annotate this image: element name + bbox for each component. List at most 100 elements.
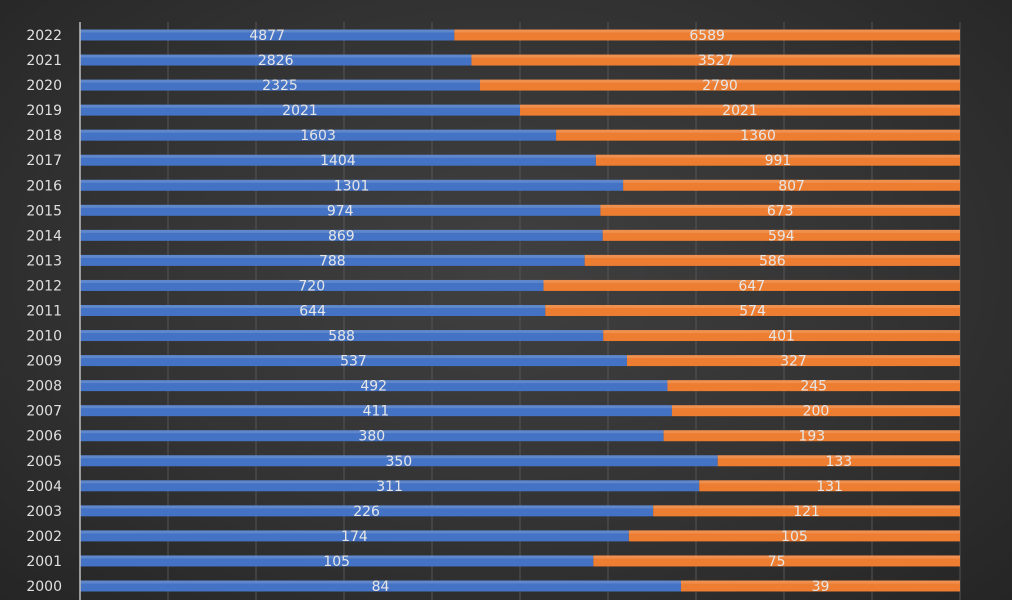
data-label: 133 <box>825 454 852 470</box>
bar-highlight <box>80 405 672 409</box>
bar-segment-series-1 <box>454 29 960 41</box>
bar-highlight <box>584 254 960 258</box>
bar-highlight <box>80 305 546 308</box>
bar-highlight <box>717 455 960 459</box>
bar-highlight <box>667 380 960 384</box>
data-label: 327 <box>780 354 807 370</box>
bar-highlight <box>80 229 603 233</box>
bar-segment-series-0 <box>80 79 480 91</box>
bar-highlight <box>543 279 960 283</box>
y-tick-label: 2017 <box>26 153 62 169</box>
bar-highlight <box>80 455 718 459</box>
y-tick-label: 2013 <box>26 253 62 269</box>
bar-segment-series-1 <box>556 129 960 141</box>
bar-highlight <box>595 154 960 158</box>
bar-highlight <box>545 305 960 308</box>
y-tick-label: 2011 <box>26 304 62 320</box>
bar-highlight <box>80 154 596 158</box>
y-tick-label: 2022 <box>26 28 62 44</box>
bar-segment-series-0 <box>80 380 668 392</box>
data-label: 200 <box>803 404 830 420</box>
bar-segment-series-1 <box>520 104 960 116</box>
data-label: 105 <box>323 554 350 570</box>
bar-highlight <box>480 79 960 83</box>
bar-segment-series-1 <box>584 254 960 266</box>
bar-segment-series-1 <box>628 530 960 542</box>
bar-highlight <box>603 330 960 334</box>
bar-highlight <box>600 204 960 208</box>
bar-segment-series-0 <box>80 580 681 592</box>
bar-highlight <box>80 104 520 108</box>
bar-segment-series-1 <box>663 430 960 442</box>
y-tick-label: 2019 <box>26 103 62 119</box>
y-tick-label: 2021 <box>26 53 62 69</box>
data-label: 350 <box>385 454 412 470</box>
bar-segment-series-0 <box>80 154 596 166</box>
y-tick-label: 2010 <box>26 329 62 345</box>
data-label: 3527 <box>698 53 734 69</box>
data-label: 586 <box>759 253 786 269</box>
data-label: 6589 <box>689 28 725 44</box>
bar-segment-series-0 <box>80 455 718 467</box>
data-label: 673 <box>767 203 794 219</box>
bar-segment-series-1 <box>717 455 960 467</box>
data-label: 1360 <box>740 128 776 144</box>
y-tick-label: 2000 <box>26 579 62 595</box>
bar-segment-series-0 <box>80 480 700 492</box>
bar-segment-series-1 <box>603 330 960 342</box>
data-label: 492 <box>360 379 387 395</box>
data-label: 380 <box>358 429 385 445</box>
bar-segment-series-1 <box>626 355 960 367</box>
bar-segment-series-1 <box>667 380 960 392</box>
bar-highlight <box>80 279 544 283</box>
bar-highlight <box>680 580 960 584</box>
bar-highlight <box>80 355 627 359</box>
bar-highlight <box>80 530 629 534</box>
bar-highlight <box>593 555 960 559</box>
bar-segment-series-0 <box>80 29 455 41</box>
bar-segment-series-0 <box>80 505 654 517</box>
bar-segment-series-0 <box>80 279 544 291</box>
data-label: 594 <box>768 228 795 244</box>
bar-segment-series-1 <box>602 229 960 241</box>
data-label: 105 <box>781 529 808 545</box>
y-tick-label: 2018 <box>26 128 62 144</box>
bar-segment-series-1 <box>600 204 960 216</box>
bar-highlight <box>80 129 557 133</box>
bar-segment-series-0 <box>80 254 585 266</box>
bar-highlight <box>471 54 960 58</box>
y-tick-label: 2012 <box>26 278 62 294</box>
data-label: 2021 <box>722 103 758 119</box>
bar-highlight <box>626 355 960 359</box>
bar-segment-series-0 <box>80 555 594 567</box>
data-labels: 4877 6589 2826 3527 2325 2790 2021 2021 1603 1360… <box>249 28 852 595</box>
bar-highlight <box>80 505 654 509</box>
data-label: 644 <box>299 304 326 320</box>
data-label: 75 <box>768 554 786 570</box>
bar-highlight <box>653 505 960 509</box>
data-label: 807 <box>778 178 805 194</box>
data-label: 121 <box>793 504 820 520</box>
data-label: 401 <box>768 329 795 345</box>
bar-segment-series-0 <box>80 129 557 141</box>
data-label: 869 <box>328 228 355 244</box>
data-label: 84 <box>372 579 390 595</box>
bar-highlight <box>80 204 601 208</box>
bar-segment-series-0 <box>80 305 546 316</box>
data-label: 720 <box>298 278 325 294</box>
data-label: 974 <box>327 203 354 219</box>
data-label: 245 <box>800 379 827 395</box>
bar-highlight <box>699 480 960 484</box>
data-label: 2826 <box>258 53 294 69</box>
bar-segment-series-1 <box>595 154 960 166</box>
bar-segment-series-1 <box>480 79 960 91</box>
y-tick-label: 2009 <box>26 354 62 370</box>
data-label: 131 <box>816 479 843 495</box>
bar-segment-series-1 <box>543 279 960 291</box>
data-label: 788 <box>319 253 346 269</box>
bar-highlight <box>80 555 594 559</box>
data-label: 39 <box>812 579 830 595</box>
bar-highlight <box>80 380 668 384</box>
bar-segment-series-0 <box>80 355 627 367</box>
